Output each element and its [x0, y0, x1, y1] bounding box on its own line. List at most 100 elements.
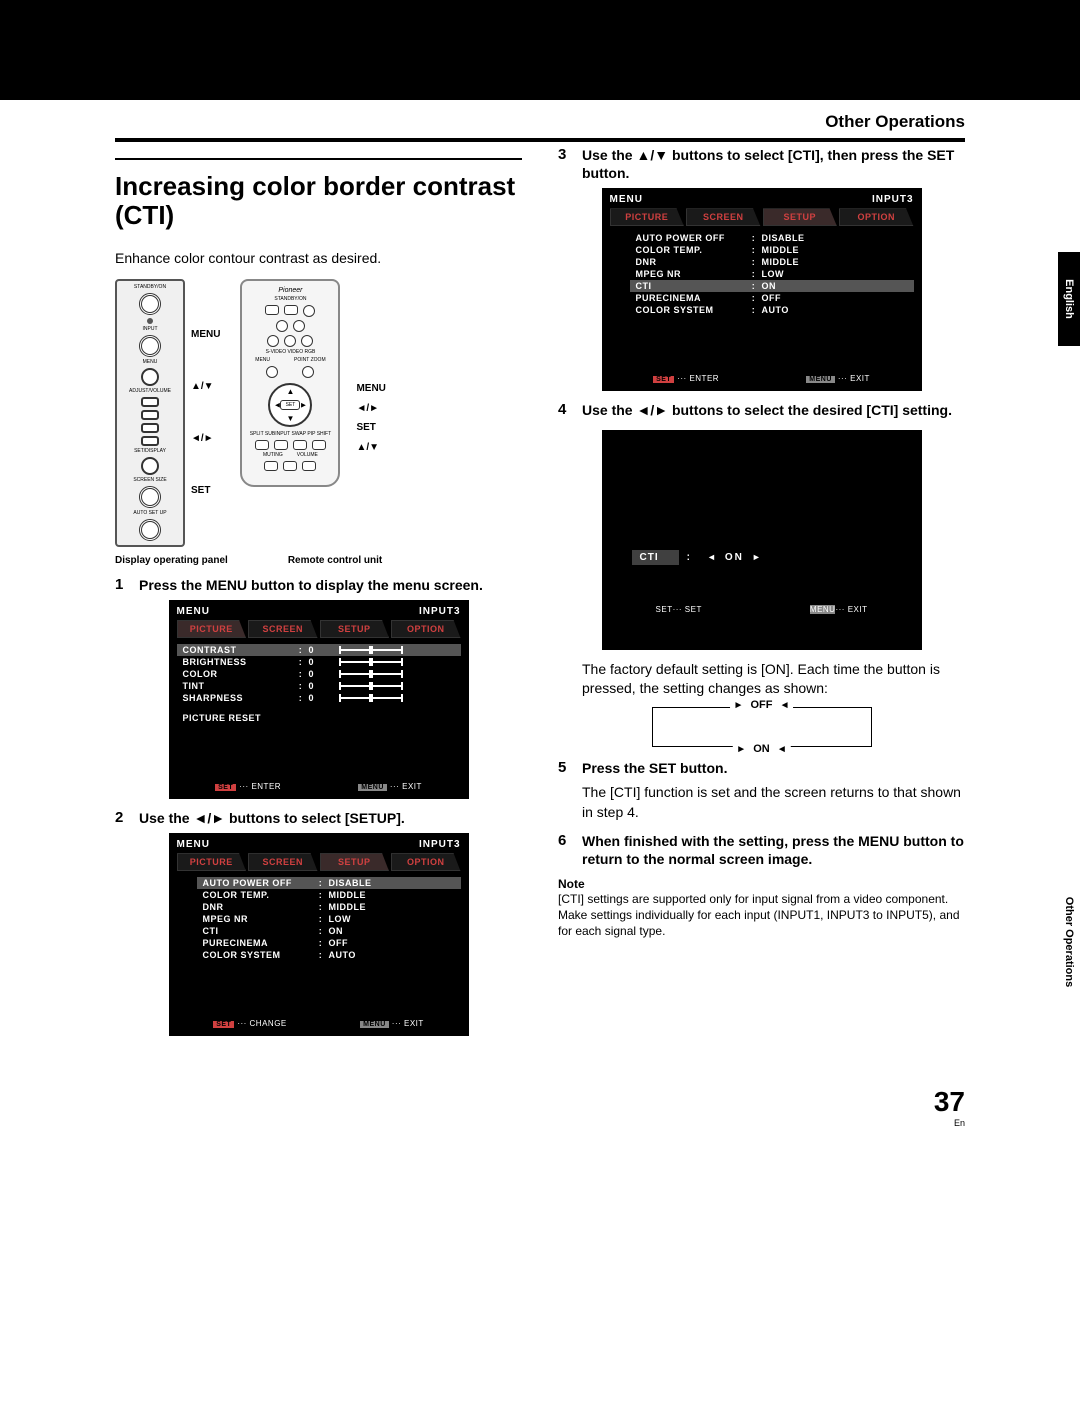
step-3-text: Use the ▲/▼ buttons to select [CTI], the…	[582, 146, 965, 182]
panel-label-screensize: SCREEN SIZE	[133, 478, 166, 483]
step-4-number: 4	[558, 401, 572, 419]
left-column: Increasing color border contrast (CTI) E…	[115, 144, 522, 1046]
rb3	[293, 440, 307, 450]
page-number-block: 37 En	[115, 1086, 965, 1128]
step-1-text: Press the MENU button to display the men…	[139, 576, 483, 594]
step-6-number: 6	[558, 832, 572, 868]
r-pz-label: POINT ZOOM	[294, 358, 326, 363]
menu-button-icon	[141, 368, 159, 386]
panel-label-autosetup: AUTO SET UP	[133, 511, 166, 516]
osd3-row-mpegnr: MPEG NR:LOW	[630, 268, 914, 280]
cycle-arrow-right-bot: ►	[736, 744, 746, 755]
cti-row: CTI : ◄ ON ►	[632, 550, 892, 565]
remote-column: Pioneer STANDBY/ON S-VIDEO VIDEO RGB MEN…	[240, 279, 385, 487]
right-button-icon	[141, 423, 159, 433]
panel-body: STANDBY/ON INPUT MENU ADJUST/VOLUME	[115, 279, 185, 547]
osd-cti-selector: CTI : ◄ ON ► SET··· SET MENU··· EXIT	[602, 430, 922, 650]
osd-tab-option: OPTION	[391, 620, 461, 638]
osd3-row-colortemp: COLOR TEMP.:MIDDLE	[630, 244, 914, 256]
dpad-icon: ▲ ▼ ◄ ► SET	[268, 383, 312, 427]
osd2-row-autopower: AUTO POWER OFF:DISABLE	[197, 877, 461, 889]
osd2-row-purecinema: PURECINEMA:OFF	[197, 937, 461, 949]
osd2-row-mpegnr: MPEG NR:LOW	[197, 913, 461, 925]
osd-row-brightness: BRIGHTNESS:0	[177, 656, 461, 668]
step-3: 3 Use the ▲/▼ buttons to select [CTI], t…	[558, 146, 965, 182]
osd3-row-dnr: DNR:MIDDLE	[630, 256, 914, 268]
set-button-icon	[141, 457, 159, 475]
osd-row-color: COLOR:0	[177, 668, 461, 680]
step-1-number: 1	[115, 576, 129, 594]
two-column-layout: Increasing color border contrast (CTI) E…	[115, 144, 965, 1046]
step-5-body: The [CTI] function is set and the screen…	[582, 783, 965, 822]
r-2	[293, 320, 305, 332]
osd3-row-autopower: AUTO POWER OFF:DISABLE	[630, 232, 914, 244]
remote-callouts: MENU ◄/► SET ▲/▼	[356, 279, 385, 487]
osd3-row-cti: CTI:ON	[630, 280, 914, 292]
osd2-row-colortemp: COLOR TEMP.:MIDDLE	[197, 889, 461, 901]
step-4: 4 Use the ◄/► buttons to select the desi…	[558, 401, 965, 419]
osd-row-contrast: CONTRAST:0	[177, 644, 461, 656]
osd-input-label: INPUT3	[419, 606, 461, 617]
cti-footer: SET··· SET MENU··· EXIT	[602, 605, 922, 614]
r-menu-icon	[266, 366, 278, 378]
language-tab-label: English	[1063, 279, 1075, 319]
rb1	[255, 440, 269, 450]
r-pz-icon	[302, 366, 314, 378]
osd-picture-list: CONTRAST:0 BRIGHTNESS:0 COLOR:0 TINT:0 S…	[177, 644, 461, 724]
led-icon	[147, 318, 153, 324]
panel-label-standby: STANDBY/ON	[134, 285, 166, 290]
input-button-icon	[139, 335, 161, 357]
autosetup-button-icon	[139, 519, 161, 541]
side-section-tab: Other Operations	[1058, 852, 1080, 1032]
rc-set: SET	[356, 422, 385, 433]
callout-menu: MENU	[191, 329, 220, 340]
step-2: 2 Use the ◄/► buttons to select [SETUP].	[115, 809, 522, 827]
page-content: English Other Operations Other Operation…	[0, 112, 1080, 1168]
r-btn-b	[284, 305, 298, 315]
r-mute-icon	[264, 461, 278, 471]
r-btn-a	[265, 305, 279, 315]
r-5	[301, 335, 313, 347]
language-tab: English	[1058, 252, 1080, 346]
cti-label: CTI	[632, 550, 679, 565]
osd-setup-menu-left: MENUINPUT3 PICTURE SCREEN SETUP OPTION A…	[169, 833, 469, 1036]
osd3-row-colorsystem: COLOR SYSTEM:AUTO	[630, 304, 914, 316]
cycle-arrow-left-bot: ◄	[777, 744, 787, 755]
cti-left-arrow-icon: ◄	[707, 552, 717, 562]
dpad-up-icon: ▲	[286, 387, 294, 396]
r-vup-icon	[302, 461, 316, 471]
step-4-body: The factory default setting is [ON]. Eac…	[582, 660, 965, 699]
illustration-row: STANDBY/ON INPUT MENU ADJUST/VOLUME	[115, 279, 522, 547]
title-rule	[115, 158, 522, 160]
cycle-arrow-left-top: ◄	[780, 700, 790, 711]
right-column: 3 Use the ▲/▼ buttons to select [CTI], t…	[558, 144, 965, 1046]
osd2-row-dnr: DNR:MIDDLE	[197, 901, 461, 913]
remote-input-row: S-VIDEO VIDEO RGB	[266, 350, 316, 355]
osd-tab-screen: SCREEN	[248, 620, 318, 638]
cycle-on-label: ON	[753, 743, 770, 755]
remote-body: Pioneer STANDBY/ON S-VIDEO VIDEO RGB MEN…	[240, 279, 340, 487]
panel-label-adjust: ADJUST/VOLUME	[129, 389, 171, 394]
section-header: Other Operations	[115, 112, 965, 132]
r-standby-icon	[303, 305, 315, 317]
note-heading: Note	[558, 877, 965, 891]
osd-tab-setup: SETUP	[320, 620, 390, 638]
dpad-down-icon: ▼	[286, 414, 294, 423]
callout-leftright: ◄/►	[191, 433, 220, 444]
osd-setup-menu-right: MENUINPUT3 PICTURE SCREEN SETUP OPTION A…	[602, 188, 922, 391]
osd-row-reset: PICTURE RESET	[177, 712, 461, 724]
step-1: 1 Press the MENU button to display the m…	[115, 576, 522, 594]
dpad-right-icon: ►	[300, 400, 308, 409]
remote-caption: Remote control unit	[288, 555, 382, 566]
osd2-tab-picture: PICTURE	[177, 853, 247, 871]
note-body: [CTI] settings are supported only for in…	[558, 891, 965, 940]
section-rule	[115, 138, 965, 142]
osd2-row-cti: CTI:ON	[197, 925, 461, 937]
r-menu-label: MENU	[255, 358, 270, 363]
osd-picture-menu: MENUINPUT3 PICTURE SCREEN SETUP OPTION C…	[169, 600, 469, 799]
step-6: 6 When finished with the setting, press …	[558, 832, 965, 868]
osd-menu-label: MENU	[177, 606, 210, 617]
remote-brand: Pioneer	[278, 287, 302, 294]
step-5-number: 5	[558, 759, 572, 777]
osd2-tab-setup: SETUP	[320, 853, 390, 871]
